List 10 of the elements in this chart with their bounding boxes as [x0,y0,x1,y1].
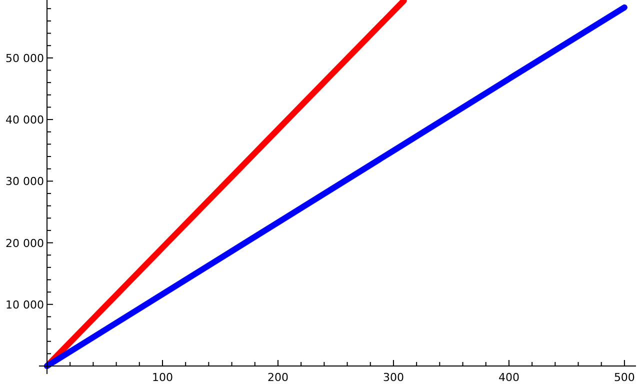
y-tick-label: 50 000 [6,52,44,65]
x-tick-label: 300 [382,371,404,384]
x-tick-label: 400 [498,371,520,384]
y-tick-label: 30 000 [6,175,44,188]
y-tick-label: 40 000 [6,114,44,127]
x-tick-label: 500 [614,371,635,384]
x-tick-label: 100 [152,371,173,384]
y-tick-label: 10 000 [6,298,44,312]
x-tick-label: 200 [267,371,288,384]
y-tick-label: 20 000 [6,236,44,250]
